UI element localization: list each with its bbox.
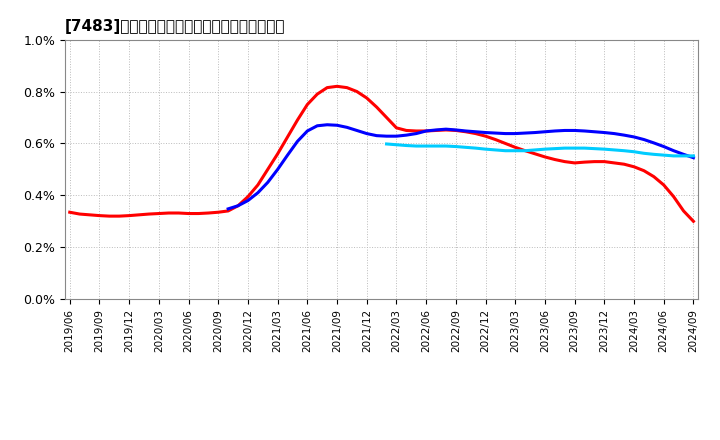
5年 (689, 155, 698, 160)
5年 (472, 129, 480, 134)
7年 (689, 153, 698, 158)
3年 (422, 128, 431, 134)
3年 (323, 85, 331, 90)
Line: 3年: 3年 (70, 86, 693, 221)
5年 (323, 122, 331, 128)
3年 (333, 84, 341, 89)
3年 (382, 115, 391, 120)
7年 (462, 145, 470, 150)
3年 (145, 211, 153, 216)
5年 (412, 131, 420, 136)
3年 (472, 131, 480, 136)
5年 (462, 128, 470, 134)
3年 (481, 133, 490, 139)
7年 (472, 146, 480, 151)
5年 (372, 133, 381, 138)
3年 (689, 219, 698, 224)
Line: 5年: 5年 (228, 125, 693, 209)
Text: [7483]　当期純利益マージンの標準偏差の推移: [7483] 当期純利益マージンの標準偏差の推移 (65, 19, 285, 34)
Line: 7年: 7年 (387, 144, 693, 156)
7年 (412, 143, 420, 149)
3年 (66, 209, 74, 215)
